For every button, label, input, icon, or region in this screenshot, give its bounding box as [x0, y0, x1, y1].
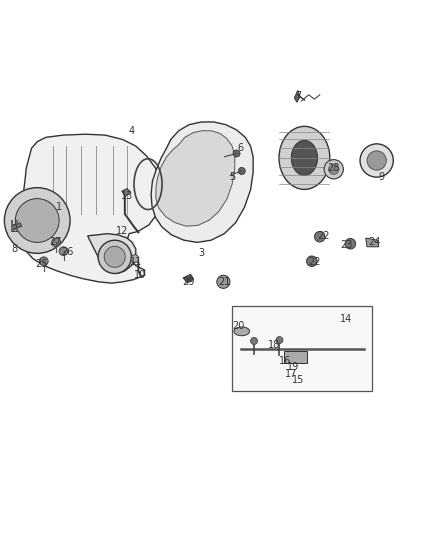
Circle shape — [98, 240, 131, 273]
Text: 13: 13 — [121, 191, 133, 201]
Polygon shape — [11, 223, 22, 230]
Text: 10: 10 — [134, 270, 146, 280]
Text: 2: 2 — [11, 224, 17, 235]
Circle shape — [131, 255, 139, 263]
Circle shape — [360, 144, 393, 177]
Text: 25: 25 — [35, 260, 48, 269]
Text: 28: 28 — [328, 163, 340, 173]
Circle shape — [307, 256, 317, 266]
Ellipse shape — [279, 126, 330, 189]
Text: 22: 22 — [308, 257, 321, 267]
FancyBboxPatch shape — [284, 351, 307, 363]
Polygon shape — [294, 91, 300, 102]
Text: 21: 21 — [219, 277, 231, 287]
Circle shape — [238, 167, 245, 174]
FancyBboxPatch shape — [232, 306, 372, 391]
Ellipse shape — [234, 327, 250, 336]
Polygon shape — [88, 233, 136, 273]
Polygon shape — [151, 122, 253, 243]
Text: 12: 12 — [117, 227, 129, 237]
Text: 1: 1 — [56, 203, 62, 212]
Circle shape — [39, 257, 48, 265]
Text: 16: 16 — [279, 356, 291, 366]
Text: 8: 8 — [11, 244, 17, 254]
Circle shape — [52, 238, 60, 247]
Polygon shape — [156, 131, 235, 226]
Circle shape — [4, 188, 70, 253]
Text: 24: 24 — [368, 237, 381, 247]
Circle shape — [345, 238, 356, 249]
Text: 27: 27 — [49, 237, 62, 247]
Text: 4: 4 — [128, 126, 134, 136]
Circle shape — [251, 337, 258, 344]
Circle shape — [217, 275, 230, 288]
Text: 29: 29 — [182, 277, 194, 287]
Polygon shape — [183, 274, 194, 283]
Text: 19: 19 — [287, 362, 300, 372]
Text: 5: 5 — [229, 172, 235, 182]
Text: 23: 23 — [340, 240, 352, 249]
Text: 6: 6 — [238, 143, 244, 154]
Circle shape — [15, 199, 59, 243]
Circle shape — [233, 150, 240, 157]
Ellipse shape — [291, 140, 318, 175]
Text: 9: 9 — [378, 172, 384, 182]
Text: 3: 3 — [198, 248, 205, 259]
Polygon shape — [366, 238, 379, 247]
Polygon shape — [122, 189, 131, 197]
Circle shape — [104, 246, 125, 268]
Text: 14: 14 — [340, 314, 352, 324]
Circle shape — [324, 159, 343, 179]
Text: 26: 26 — [62, 247, 74, 257]
Text: 17: 17 — [285, 369, 297, 379]
Text: 22: 22 — [317, 231, 329, 241]
Text: 11: 11 — [130, 257, 142, 267]
Circle shape — [59, 247, 68, 255]
Circle shape — [314, 231, 325, 242]
Circle shape — [367, 151, 386, 170]
Circle shape — [328, 164, 339, 174]
Text: 18: 18 — [268, 341, 280, 350]
Text: 7: 7 — [295, 91, 301, 101]
Text: 15: 15 — [292, 375, 304, 385]
Text: 20: 20 — [233, 321, 245, 330]
Circle shape — [276, 336, 283, 344]
Polygon shape — [21, 134, 162, 283]
